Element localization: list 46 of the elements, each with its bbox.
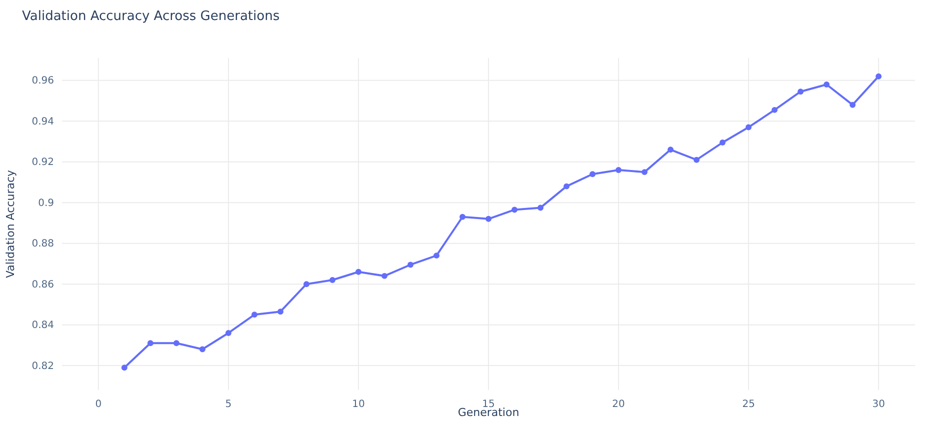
point: [486, 216, 492, 222]
point: [147, 340, 154, 346]
point: [564, 183, 570, 190]
point: [329, 277, 336, 283]
y-tick-label: 0.96: [32, 76, 54, 87]
point: [668, 146, 674, 153]
y-axis-title: Validation Accuracy: [4, 170, 17, 278]
x-tick-label: 0: [95, 399, 102, 410]
x-tick-label: 25: [742, 399, 755, 410]
point: [460, 214, 466, 220]
y-tick-label: 0.9: [38, 198, 54, 209]
point: [277, 308, 284, 315]
point: [251, 312, 258, 318]
point: [850, 102, 856, 108]
x-tick-label: 10: [352, 399, 365, 410]
point: [694, 156, 700, 163]
point: [876, 73, 882, 80]
chart-title: Validation Accuracy Across Generations: [22, 9, 280, 24]
point: [355, 268, 362, 275]
y-tick-label: 0.92: [32, 157, 54, 168]
point: [720, 140, 726, 146]
point: [798, 88, 804, 95]
point: [434, 252, 440, 259]
x-tick-label: 20: [612, 399, 625, 410]
y-tick-label: 0.86: [32, 279, 54, 290]
point: [512, 206, 518, 213]
point: [173, 340, 180, 346]
point: [642, 169, 648, 176]
y-tick-label: 0.88: [32, 238, 54, 250]
point: [303, 281, 310, 288]
point: [772, 106, 778, 113]
x-tick-label: 30: [872, 399, 885, 410]
point: [121, 364, 128, 371]
point: [746, 124, 752, 130]
point: [225, 330, 232, 336]
point: [616, 167, 622, 174]
y-tick-label: 0.84: [32, 320, 54, 332]
point: [199, 346, 206, 352]
point: [538, 204, 544, 211]
point: [407, 262, 414, 268]
point: [824, 82, 830, 88]
y-tick-label: 0.94: [32, 116, 54, 128]
y-tick-label: 0.82: [32, 360, 54, 372]
x-tick-label: 5: [225, 399, 232, 410]
point: [590, 171, 596, 178]
point: [381, 272, 388, 279]
